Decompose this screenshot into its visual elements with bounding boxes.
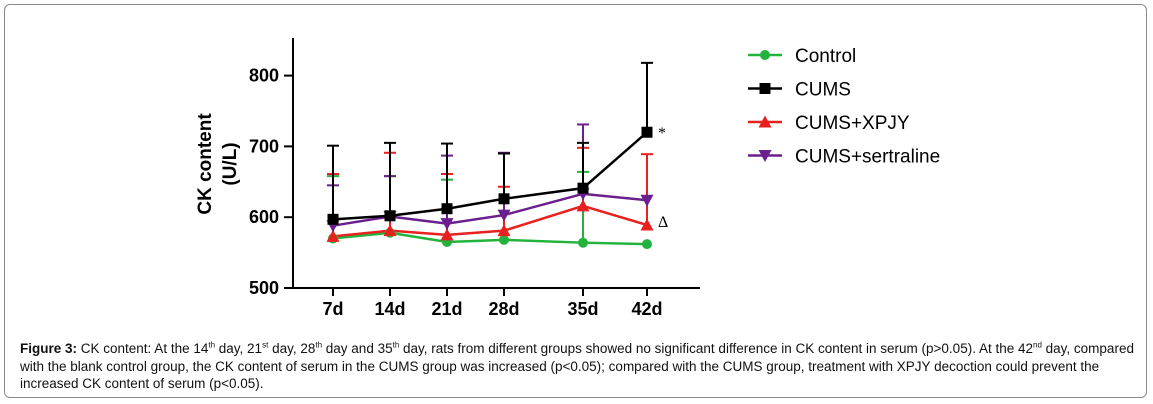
y-axis-title: CK content	[195, 113, 216, 215]
data-point	[578, 237, 588, 248]
data-point	[440, 228, 454, 241]
data-point	[499, 234, 509, 245]
legend-marker	[758, 150, 772, 162]
caption-text: CK content: At the 14th day, 21st day, 2…	[20, 340, 1134, 391]
x-tick-label: 21d	[431, 299, 462, 319]
figure-caption: Figure 3: CK content: At the 14th day, 2…	[20, 340, 1135, 393]
significance-mark: *	[658, 125, 666, 142]
x-tick-label: 42d	[631, 299, 662, 319]
legend-label: CUMS	[795, 80, 851, 101]
data-point	[640, 218, 654, 231]
y-tick-label: 600	[249, 207, 279, 227]
x-tick-label: 14d	[374, 299, 405, 319]
legend-label: CUMS+sertraline	[795, 147, 940, 168]
series-line-cums-sertraline	[332, 192, 648, 227]
data-point	[498, 193, 510, 205]
data-point	[497, 209, 511, 222]
legend-marker	[759, 83, 771, 94]
data-point	[327, 213, 339, 225]
line-chart: 500 600 700 800 7d 14d 21d 28d 35d 42d CK content(…	[195, 38, 940, 319]
data-point	[384, 210, 396, 222]
y-tick-label: 800	[249, 66, 279, 86]
significance-mark: Δ	[658, 214, 668, 231]
data-point	[383, 224, 397, 237]
series-line-cums	[332, 131, 648, 221]
data-point	[326, 229, 340, 242]
significance-annotations: *Δ	[658, 125, 668, 231]
data-point	[497, 224, 511, 237]
series-line-control	[332, 231, 648, 246]
series-lines	[332, 131, 648, 246]
figure-frame	[4, 4, 1147, 398]
data-point	[577, 182, 589, 194]
chart-axes: 500 600 700 800 7d 14d 21d 28d 35d 42d CK content(…	[195, 38, 700, 319]
data-point	[642, 239, 652, 250]
legend-marker	[760, 50, 770, 60]
data-point	[640, 194, 654, 207]
legend-label: Control	[795, 46, 856, 67]
data-point	[440, 218, 454, 231]
legend-label: CUMS+XPJY	[795, 113, 910, 134]
data-point	[641, 126, 653, 138]
x-tick-label: 35d	[567, 299, 598, 319]
y-tick-label: 500	[249, 278, 279, 298]
x-tick-label: 7d	[322, 299, 343, 319]
legend: Control CUMS CUMS+XPJY CUMS+sertraline	[748, 46, 940, 168]
series-line-cums-xpjy	[332, 204, 648, 238]
legend-marker	[758, 115, 772, 128]
y-tick-label: 700	[249, 136, 279, 156]
series-markers	[326, 126, 654, 250]
caption-label: Figure 3:	[20, 341, 78, 356]
data-point	[441, 203, 453, 215]
x-tick-label: 28d	[488, 299, 519, 319]
data-point	[576, 199, 590, 212]
y-axis-unit: (U/L)	[220, 142, 241, 185]
